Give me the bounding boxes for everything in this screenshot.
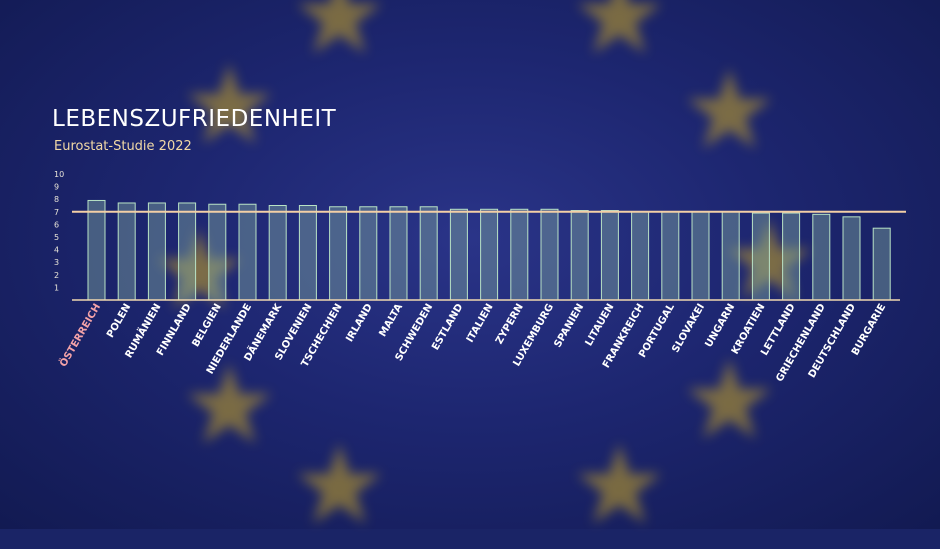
bar — [842, 216, 861, 301]
bar — [751, 212, 770, 301]
bar — [117, 202, 136, 301]
star-icon: ★ — [290, 421, 389, 549]
y-tick-label: 5 — [54, 233, 59, 242]
star-icon: ★ — [150, 206, 249, 334]
bar — [540, 208, 559, 301]
star-icon: ★ — [180, 341, 279, 469]
y-tick-label: 7 — [54, 208, 59, 217]
bar — [359, 206, 378, 301]
bar — [631, 211, 650, 301]
star-icon: ★ — [680, 336, 779, 464]
x-tick-label: UNGARN — [704, 302, 738, 350]
star-icon: ★ — [570, 0, 669, 79]
y-tick-label: 4 — [54, 246, 59, 255]
star-icon: ★ — [290, 0, 389, 79]
bar — [147, 202, 166, 301]
y-tick-label: 8 — [54, 195, 59, 204]
bar — [178, 202, 197, 301]
y-tick-label: 1 — [54, 283, 59, 292]
bar — [389, 206, 408, 301]
x-tick-label: BELGIEN — [190, 302, 224, 349]
x-tick-label: ITALIEN — [465, 302, 496, 345]
x-tick-label: ÖSTERREICH — [55, 301, 103, 370]
x-tick-label: ESTLAND — [430, 302, 465, 352]
bar — [329, 206, 348, 301]
star-icon: ★ — [680, 46, 779, 174]
bar — [872, 227, 891, 301]
bar — [691, 211, 710, 301]
bar — [812, 213, 831, 301]
bar — [87, 199, 106, 301]
x-tick-label: MALTA — [377, 302, 405, 339]
bar — [570, 210, 589, 301]
bar — [449, 208, 468, 301]
bar — [208, 203, 227, 301]
x-tick-label: SPANIEN — [552, 302, 586, 350]
x-tick-label: POLEN — [105, 302, 133, 340]
x-tick-label: SLOVAKEI — [670, 302, 707, 355]
chart-subtitle: Eurostat-Studie 2022 — [54, 139, 192, 154]
x-tick-label: ZYPERN — [494, 302, 526, 346]
y-tick-label: 3 — [54, 258, 59, 267]
bar — [782, 212, 801, 301]
y-tick-label: 10 — [54, 170, 64, 179]
y-tick-label: 2 — [54, 271, 59, 280]
bar — [721, 211, 740, 301]
x-tick-label: IRLAND — [344, 302, 375, 344]
star-icon: ★ — [180, 41, 279, 169]
bar — [419, 206, 438, 301]
bar — [600, 210, 619, 301]
y-tick-label: 9 — [54, 183, 59, 192]
chart-title: LEBENSZUFRIEDENHEIT — [52, 106, 337, 132]
bar — [268, 205, 287, 301]
bar — [480, 208, 499, 301]
bar — [238, 203, 257, 301]
bar — [298, 205, 317, 301]
x-tick-label: LITAUEN — [584, 302, 617, 348]
star-icon: ★ — [570, 421, 669, 549]
bar — [661, 211, 680, 301]
bar — [510, 208, 529, 301]
y-tick-label: 6 — [54, 220, 59, 229]
